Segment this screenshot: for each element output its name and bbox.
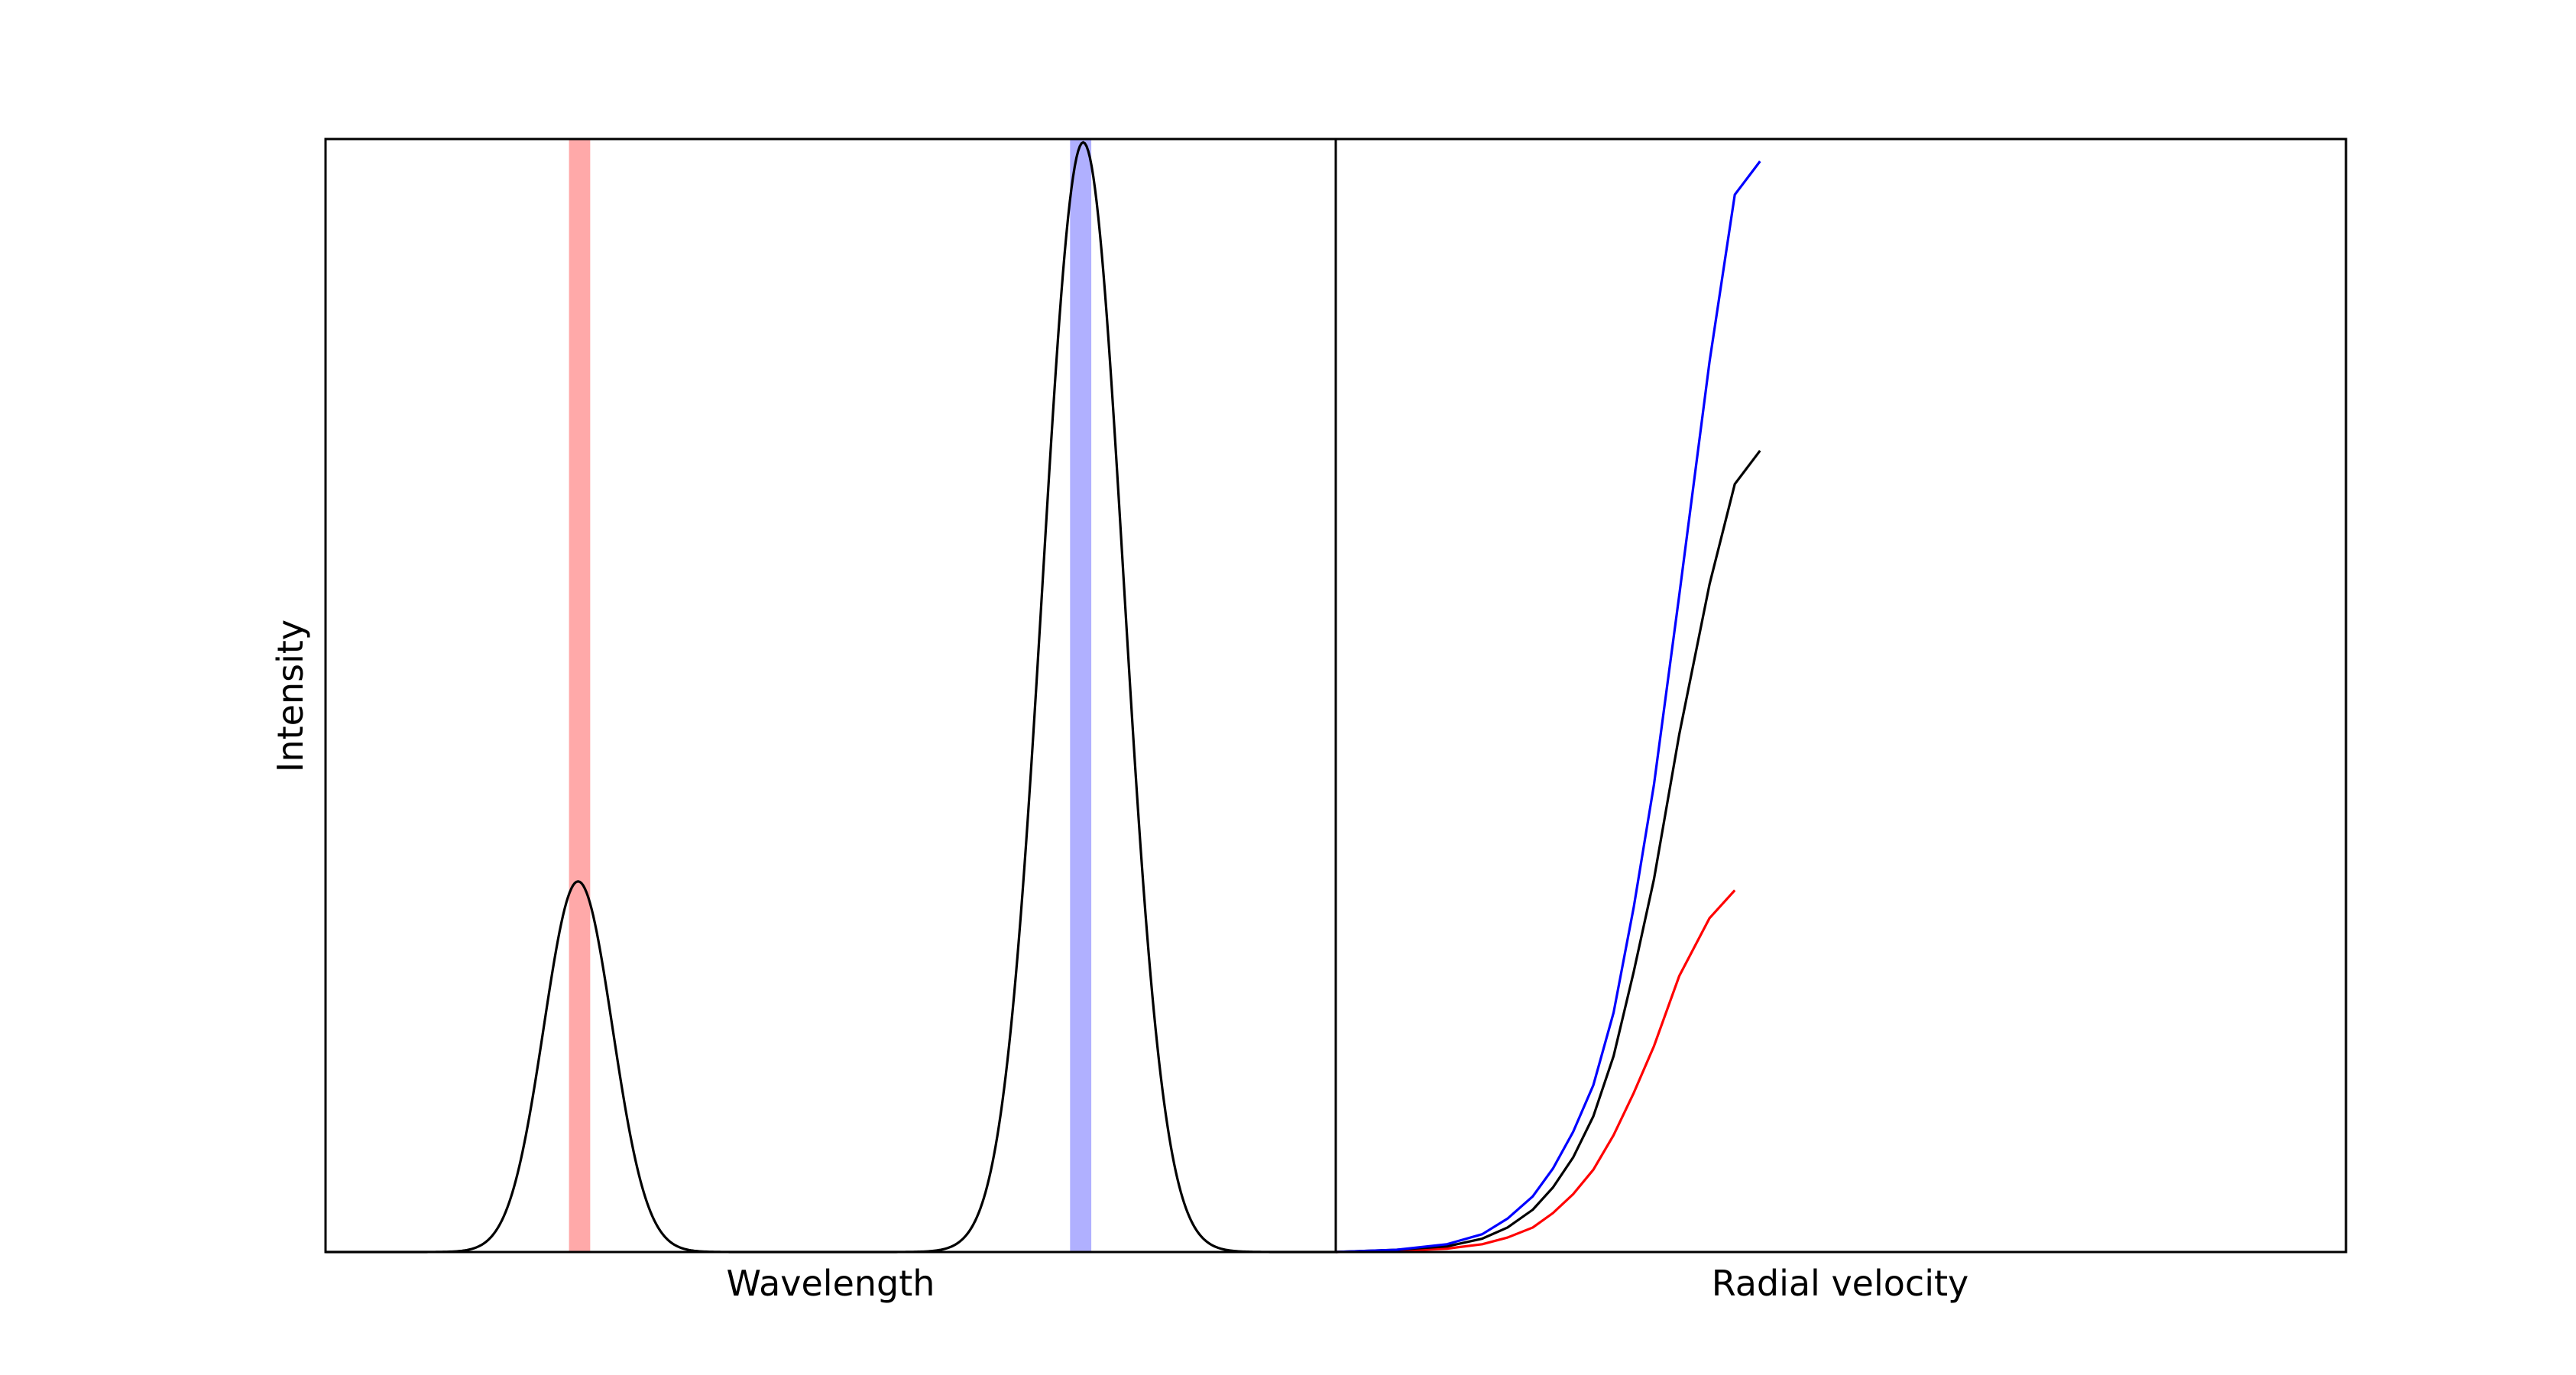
wavelength-panel: Wavelength Intensity xyxy=(270,139,1336,1304)
highlight-bands xyxy=(569,139,1092,1252)
y-axis-label-intensity: Intensity xyxy=(270,620,311,772)
red-series-line xyxy=(1335,889,1736,1254)
radial-velocity-panel: Radial velocity xyxy=(1335,160,1969,1304)
x-axis-label-wavelength: Wavelength xyxy=(727,1263,935,1304)
blue-series-line xyxy=(1335,160,1761,1254)
red-band xyxy=(569,139,591,1252)
radial-velocity-axes-frame xyxy=(1334,138,2348,1254)
x-axis-label-radial-velocity: Radial velocity xyxy=(1712,1263,1969,1304)
black-series-line xyxy=(1335,449,1761,1254)
velocity-series xyxy=(1335,160,1761,1254)
blue-band xyxy=(1070,139,1092,1252)
